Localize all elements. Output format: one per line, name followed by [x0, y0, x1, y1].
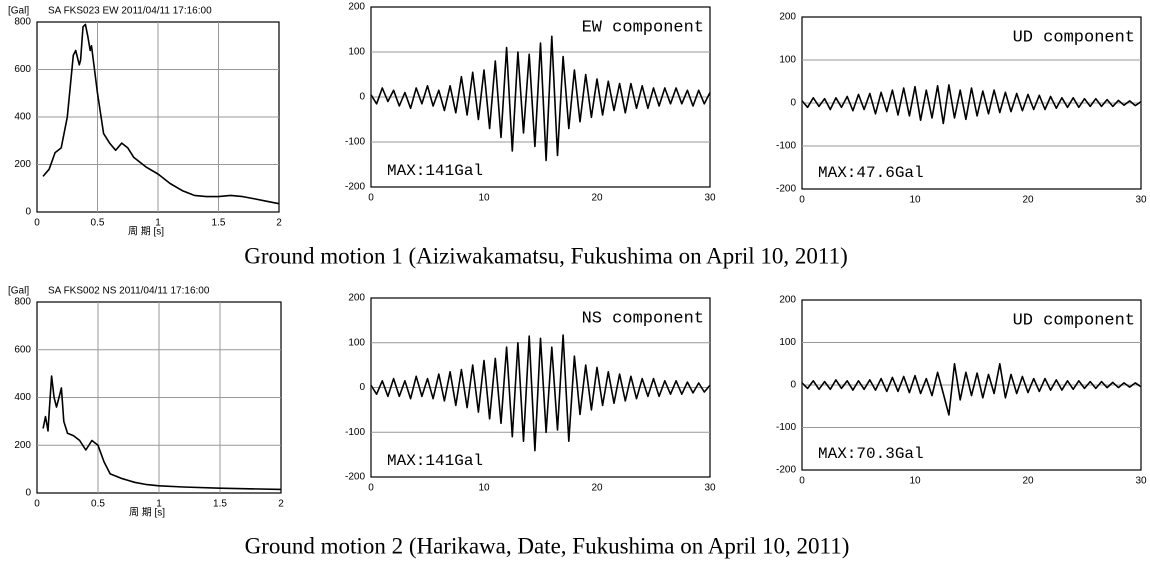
- y-tick-label: 200: [348, 293, 365, 304]
- x-tick-label: 10: [909, 476, 921, 487]
- y-tick-label: 100: [348, 47, 365, 58]
- x-tick-label: 10: [909, 195, 921, 206]
- x-tick-label: 10: [478, 483, 490, 494]
- data-line: [801, 84, 1142, 125]
- x-tick-label: 30: [704, 193, 716, 204]
- component-label: NS component: [582, 309, 704, 328]
- x-tick-label: 0.5: [91, 218, 105, 229]
- y-tick-label: 0: [25, 488, 31, 499]
- component-label: EW component: [582, 18, 704, 37]
- x-axis-label: 周 期 [s]: [129, 507, 165, 519]
- x-tick-label: 30: [1135, 476, 1147, 487]
- y-tick-label: 0: [790, 98, 796, 109]
- y-tick-label: 800: [14, 17, 31, 28]
- x-tick-label: 30: [1135, 195, 1147, 206]
- max-annotation: MAX:141Gal: [387, 452, 483, 470]
- x-tick-label: 0: [368, 483, 374, 494]
- x-tick-label: 0: [799, 195, 805, 206]
- x-tick-label: 1: [156, 499, 162, 510]
- y-tick-label: 0: [359, 382, 365, 393]
- x-tick-label: 0: [34, 218, 40, 229]
- y-tick-label: 400: [14, 392, 31, 403]
- max-annotation: MAX:141Gal: [387, 162, 483, 180]
- x-tick-label: 0: [368, 193, 374, 204]
- y-tick-label: -100: [776, 422, 796, 433]
- y-tick-label: 0: [790, 380, 796, 391]
- data-line: [370, 35, 711, 162]
- y-tick-label: 600: [14, 64, 31, 75]
- y-tick-label: 100: [779, 55, 796, 66]
- y-tick-label: 200: [14, 159, 31, 170]
- max-annotation: MAX:47.6Gal: [818, 164, 924, 182]
- caption: Ground motion 2 (Harikawa, Date, Fukushi…: [245, 533, 850, 558]
- y-tick-label: 200: [14, 440, 31, 451]
- data-line: [42, 375, 282, 491]
- y-axis-label: [Gal]: [8, 6, 29, 17]
- x-tick-label: 2: [278, 499, 284, 510]
- y-tick-label: 600: [14, 344, 31, 355]
- y-tick-label: 800: [14, 297, 31, 308]
- x-tick-label: 1.5: [212, 218, 226, 229]
- component-label: UD component: [1013, 28, 1135, 47]
- y-tick-label: -200: [345, 472, 365, 483]
- y-tick-label: 400: [14, 112, 31, 123]
- data-line: [801, 363, 1142, 416]
- x-tick-label: 0.5: [91, 499, 105, 510]
- y-tick-label: -100: [345, 137, 365, 148]
- x-tick-label: 20: [591, 193, 603, 204]
- y-tick-label: 200: [779, 12, 796, 23]
- y-tick-label: 200: [779, 295, 796, 306]
- x-tick-label: 0: [34, 499, 40, 510]
- y-tick-label: 0: [25, 207, 31, 218]
- component-label: UD component: [1013, 311, 1135, 330]
- y-tick-label: -200: [776, 184, 796, 195]
- y-tick-label: -100: [776, 141, 796, 152]
- y-tick-label: 0: [359, 92, 365, 103]
- chart-title: SA FKS002 NS 2011/04/11 17:16:00: [48, 286, 210, 297]
- data-line: [370, 334, 711, 452]
- x-tick-label: 0: [799, 476, 805, 487]
- y-tick-label: 200: [348, 2, 365, 13]
- y-tick-label: 100: [779, 337, 796, 348]
- y-tick-label: -200: [345, 182, 365, 193]
- x-tick-label: 1: [155, 218, 161, 229]
- y-tick-label: 100: [348, 337, 365, 348]
- chart-title: SA FKS023 EW 2011/04/11 17:16:00: [48, 6, 212, 17]
- x-tick-label: 1.5: [213, 499, 227, 510]
- x-tick-label: 2: [276, 218, 282, 229]
- x-tick-label: 20: [591, 483, 603, 494]
- max-annotation: MAX:70.3Gal: [818, 445, 924, 463]
- caption: Ground motion 1 (Aiziwakamatsu, Fukushim…: [244, 243, 847, 268]
- data-line: [42, 23, 280, 205]
- y-tick-label: -200: [776, 465, 796, 476]
- x-axis-label: 周 期 [s]: [128, 226, 164, 238]
- x-tick-label: 20: [1022, 195, 1034, 206]
- x-tick-label: 30: [704, 483, 716, 494]
- y-tick-label: -100: [345, 427, 365, 438]
- x-tick-label: 10: [478, 193, 490, 204]
- x-tick-label: 20: [1022, 476, 1034, 487]
- y-axis-label: [Gal]: [8, 286, 29, 297]
